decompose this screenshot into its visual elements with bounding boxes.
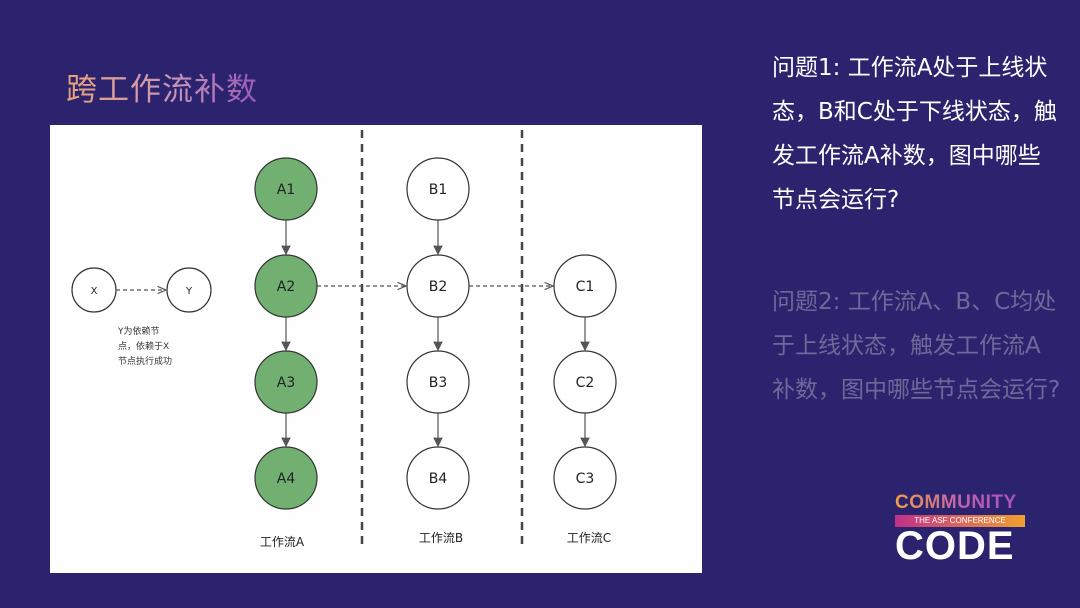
node-a1 — [254, 157, 318, 221]
node-label: B1 — [429, 182, 448, 198]
node-label: Y — [185, 286, 193, 297]
node-b3 — [406, 350, 470, 414]
question-1: 问题1: 工作流A处于上线状态，B和C处于下线状态，触发工作流A补数，图中哪些节… — [772, 55, 1057, 213]
node-label: C1 — [576, 279, 595, 295]
node-c2 — [553, 350, 617, 414]
workflow-label-b: 工作流B — [419, 531, 463, 545]
slide-title: 跨工作流补数 — [66, 64, 258, 109]
question-2: 问题2: 工作流A、B、C均处于上线状态，触发工作流A补数，图中哪些节点会运行? — [772, 289, 1061, 403]
node-label: B3 — [429, 375, 448, 391]
workflow-label-a: 工作流A — [260, 535, 305, 549]
node-c3 — [553, 446, 617, 510]
logo-line1: COMMUNITY — [895, 492, 1030, 514]
node-label: B4 — [429, 471, 448, 487]
node-label: C2 — [576, 375, 595, 391]
node-b2 — [406, 254, 470, 318]
node-c1 — [553, 254, 617, 318]
node-label: A3 — [277, 375, 295, 391]
node-a2 — [254, 254, 318, 318]
legend-note: 点，依赖于X — [118, 340, 169, 352]
community-code-logo: COMMUNITY THE ASF CONFERENCE CODE — [895, 492, 1030, 568]
legend-note: 节点执行成功 — [118, 355, 172, 367]
node-label: A4 — [277, 471, 296, 487]
node-label: A2 — [277, 279, 295, 295]
node-label: A1 — [277, 182, 295, 198]
legend-note: Y为依赖节 — [117, 325, 160, 337]
workflow-label-c: 工作流C — [567, 531, 611, 545]
node-a3 — [254, 350, 318, 414]
node-b1 — [406, 157, 470, 221]
logo-line2: THE ASF CONFERENCE — [895, 515, 1025, 527]
node-label: B2 — [429, 279, 448, 295]
node-label: C3 — [576, 471, 595, 487]
node-a4 — [254, 446, 318, 510]
logo-line3: CODE — [895, 524, 1015, 568]
node-label: X — [91, 286, 98, 297]
node-b4 — [406, 446, 470, 510]
